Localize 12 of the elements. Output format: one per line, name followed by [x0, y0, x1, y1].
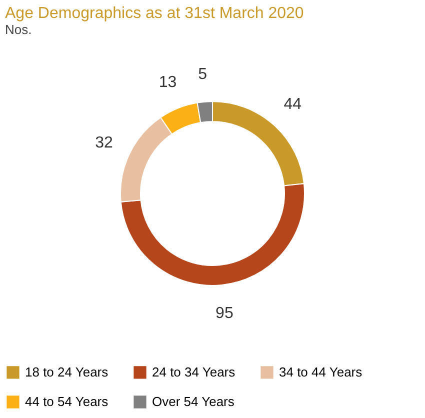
data-label: 32: [95, 134, 113, 152]
legend-label: 24 to 34 Years: [152, 364, 236, 380]
chart-subtitle: Nos.: [5, 22, 32, 37]
chart-title: Age Demographics as at 31st March 2020: [5, 5, 304, 22]
data-label: 95: [216, 304, 234, 322]
data-label: 44: [284, 96, 302, 114]
legend-label: 18 to 24 Years: [25, 364, 109, 380]
legend-label: 44 to 54 Years: [25, 394, 109, 409]
legend-label: 34 to 44 Years: [279, 364, 363, 380]
data-label: 5: [198, 66, 208, 83]
legend-label: Over 54 Years: [152, 394, 235, 409]
data-label: 13: [158, 74, 177, 92]
